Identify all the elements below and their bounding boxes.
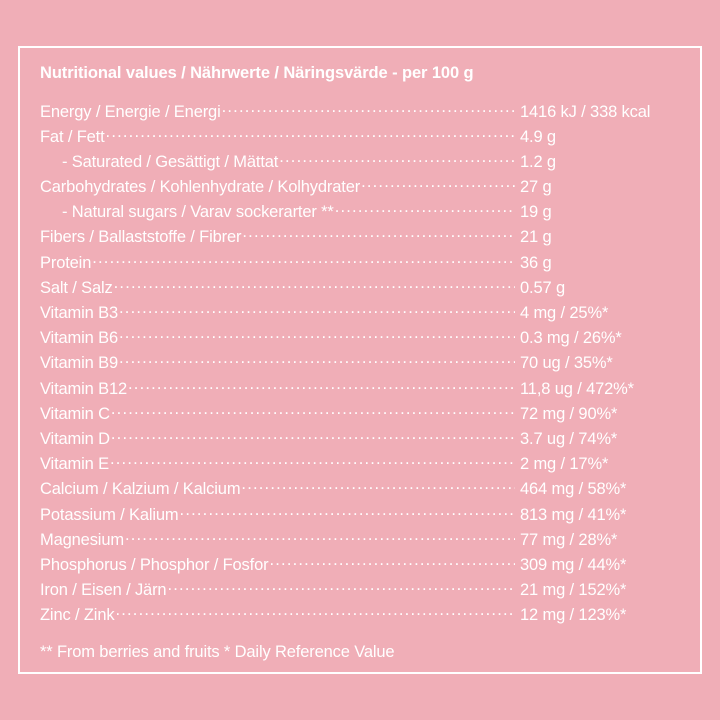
nutrition-panel: Nutritional values / Nährwerte / Närings…	[18, 46, 702, 674]
dot-leader	[279, 150, 515, 167]
table-row: Energy / Energie / Energi 1416 kJ / 338 k…	[40, 100, 680, 125]
nutrient-label: Energy / Energie / Energi	[40, 102, 221, 121]
nutrient-label: Carbohydrates / Kohlenhydrate / Kolhydra…	[40, 178, 361, 197]
nutrient-value: 813 mg / 41%*	[520, 505, 627, 524]
dot-leader	[125, 528, 515, 545]
nutrition-panel-inner: Nutritional values / Nährwerte / Närings…	[20, 48, 700, 662]
nutrient-value: 2 mg / 17%*	[520, 455, 609, 474]
nutrient-label: Zinc / Zink	[40, 606, 115, 625]
nutrient-value: 4.9 g	[520, 127, 556, 146]
dot-leader	[119, 327, 515, 344]
dot-leader	[335, 201, 515, 218]
dot-leader	[106, 125, 515, 142]
dot-leader	[111, 427, 515, 444]
dot-leader	[167, 579, 515, 596]
nutrient-label: Salt / Salz	[40, 278, 113, 297]
table-row: Vitamin C 72 mg / 90%*	[40, 402, 680, 427]
table-row: Carbohydrates / Kohlenhydrate / Kolhydra…	[40, 176, 680, 201]
dot-leader	[269, 553, 515, 570]
dot-leader	[242, 226, 515, 243]
dot-leader	[115, 604, 515, 621]
table-row: Iron / Eisen / Järn 21 mg / 152%*	[40, 579, 680, 604]
page-title: Nutritional values / Nährwerte / Närings…	[40, 64, 474, 82]
nutrient-label: Vitamin B3	[40, 304, 118, 322]
table-row: - Natural sugars / Varav sockerarter ** 1…	[40, 201, 680, 226]
nutrient-value: 11,8 ug / 472%*	[520, 379, 634, 398]
table-row: Potassium / Kalium 813 mg / 41%*	[40, 503, 680, 528]
table-row: Vitamin B3 4 mg / 25%*	[40, 302, 680, 327]
table-row: Vitamin B6 0.3 mg / 26%*	[40, 327, 680, 352]
table-row: Vitamin E 2 mg / 17%*	[40, 453, 680, 478]
dot-leader	[119, 302, 515, 319]
nutrient-label: - Saturated / Gesättigt / Mättat	[62, 152, 279, 171]
table-row: Vitamin D 3.7 ug / 74%*	[40, 427, 680, 452]
nutrition-table: Energy / Energie / Energi 1416 kJ / 338 k…	[40, 100, 680, 629]
nutrient-value: 464 mg / 58%*	[520, 480, 627, 499]
nutrient-value: 21 mg / 152%*	[520, 581, 627, 600]
nutrient-label: Vitamin C	[40, 404, 110, 423]
nutrient-label: - Natural sugars / Varav sockerarter **	[62, 203, 334, 222]
table-row: - Saturated / Gesättigt / Mättat 1.2 g	[40, 150, 680, 175]
nutrient-label: Vitamin D	[40, 429, 110, 448]
nutrient-value: 309 mg / 44%*	[520, 555, 627, 574]
nutrient-value: 0.57 g	[520, 278, 565, 297]
dot-leader	[114, 276, 515, 293]
table-row: Magnesium 77 mg / 28%*	[40, 528, 680, 553]
dot-leader	[361, 176, 515, 193]
table-row: Calcium / Kalzium / Kalcium 464 mg / 58%*	[40, 478, 680, 503]
nutrient-label: Magnesium	[40, 530, 124, 549]
dot-leader	[110, 453, 515, 470]
footnote: ** From berries and fruits * Daily Refer…	[40, 642, 395, 661]
table-row: Fat / Fett 4.9 g	[40, 125, 680, 150]
table-row: Fibers / Ballaststoffe / Fibrer 21 g	[40, 226, 680, 251]
nutrient-value: 3.7 ug / 74%*	[520, 429, 618, 448]
nutrient-label: Potassium / Kalium	[40, 505, 179, 524]
table-row: Vitamin B12 11,8 ug / 472%*	[40, 377, 680, 402]
nutrient-value: 77 mg / 28%*	[520, 530, 618, 549]
dot-leader	[92, 251, 515, 268]
nutrient-value: 72 mg / 90%*	[520, 404, 618, 423]
nutrient-value: 0.3 mg / 26%*	[520, 329, 622, 348]
nutrient-value: 70 ug / 35%*	[520, 354, 613, 373]
table-row: Phosphorus / Phosphor / Fosfor 309 mg / 4…	[40, 553, 680, 578]
nutrient-value: 27 g	[520, 178, 552, 197]
nutrient-label: Vitamin B9	[40, 354, 118, 373]
nutrient-label: Fat / Fett	[40, 127, 105, 146]
nutrient-label: Vitamin B12	[40, 379, 128, 398]
dot-leader	[222, 100, 515, 117]
nutrient-value: 19 g	[520, 203, 552, 222]
dot-leader	[241, 478, 515, 495]
table-row: Protein 36 g	[40, 251, 680, 276]
nutrient-value: 4 mg / 25%*	[520, 304, 609, 322]
nutrient-label: Iron / Eisen / Järn	[40, 581, 167, 600]
nutrient-value: 36 g	[520, 253, 552, 272]
nutrient-label: Vitamin E	[40, 455, 109, 474]
nutrient-label: Fibers / Ballaststoffe / Fibrer	[40, 228, 242, 247]
nutrient-label: Vitamin B6	[40, 329, 118, 348]
dot-leader	[111, 402, 515, 419]
nutrient-label: Protein	[40, 253, 92, 272]
nutrient-value: 1.2 g	[520, 152, 556, 171]
table-row: Vitamin B9 70 ug / 35%*	[40, 352, 680, 377]
nutrient-label: Phosphorus / Phosphor / Fosfor	[40, 555, 269, 574]
dot-leader	[180, 503, 515, 520]
nutrient-label: Calcium / Kalzium / Kalcium	[40, 480, 241, 499]
table-row: Zinc / Zink 12 mg / 123%*	[40, 604, 680, 629]
dot-leader	[119, 352, 515, 369]
table-row: Salt / Salz 0.57 g	[40, 276, 680, 301]
nutrient-value: 12 mg / 123%*	[520, 606, 627, 625]
nutrient-value: 21 g	[520, 228, 552, 247]
nutrient-value: 1416 kJ / 338 kcal	[520, 102, 651, 121]
dot-leader	[128, 377, 515, 394]
